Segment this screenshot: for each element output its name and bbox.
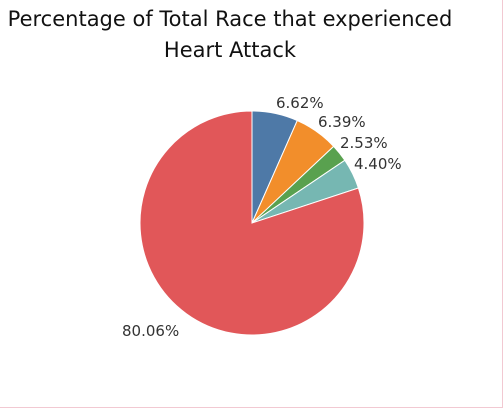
- slice-label-3: 2.53%: [340, 134, 388, 152]
- pie-slice-5: [139, 110, 365, 336]
- slice-label-2: 6.39%: [318, 113, 366, 131]
- slice-label-5: 80.06%: [122, 322, 179, 340]
- chart-title: Percentage of Total Race that experience…: [0, 4, 460, 66]
- slice-label-1: 6.62%: [276, 94, 324, 112]
- chart-title-line-2: Heart Attack: [163, 38, 297, 62]
- slice-label-4: 4.40%: [354, 155, 402, 173]
- chart-title-line-1: Percentage of Total Race that experience…: [7, 7, 453, 31]
